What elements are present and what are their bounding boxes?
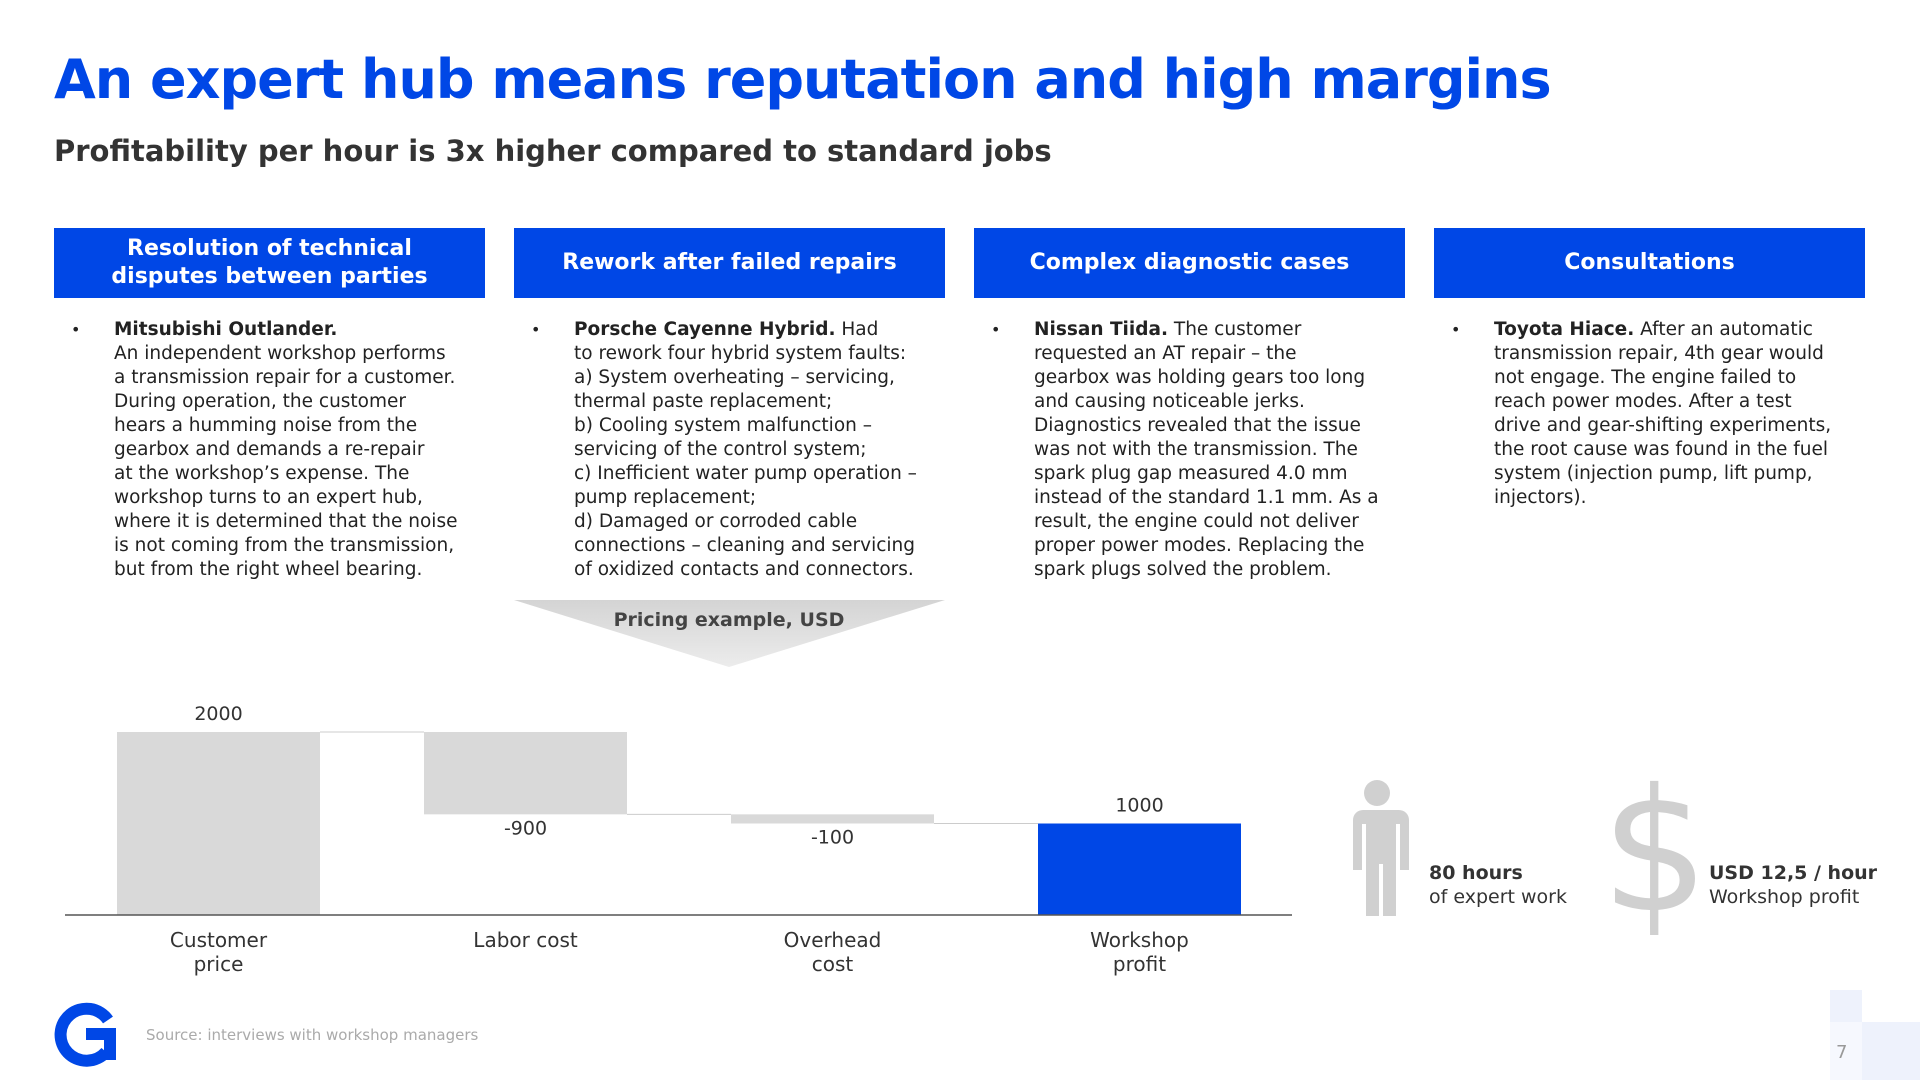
text-line: thermal paste replacement; bbox=[574, 391, 833, 412]
text-line: An independent workshop performs bbox=[114, 343, 446, 364]
column-header: Consultations bbox=[1434, 228, 1865, 298]
column-header: Complex diagnostic cases bbox=[974, 228, 1405, 298]
text-line: injectors). bbox=[1494, 487, 1587, 508]
text-line: drive and gear-shifting experiments, bbox=[1494, 415, 1832, 436]
logo bbox=[54, 1002, 116, 1067]
text-line: gearbox and demands a re-repair bbox=[114, 439, 425, 460]
text-line: a) System overheating – servicing, bbox=[574, 367, 895, 388]
column-body: Nissan Tiida. The customer requested an A… bbox=[1034, 318, 1379, 582]
case-name: Nissan Tiida. bbox=[1034, 319, 1168, 340]
text-line: the root cause was found in the fuel bbox=[1494, 439, 1828, 460]
deco-square bbox=[1862, 1022, 1920, 1080]
text-line: to rework four hybrid system faults: bbox=[574, 343, 907, 364]
bullet: • bbox=[531, 320, 541, 339]
text-line: workshop turns to an expert hub, bbox=[114, 487, 423, 508]
text-line: at the workshop’s expense. The bbox=[114, 463, 410, 484]
case-name: Porsche Cayenne Hybrid. bbox=[574, 319, 836, 340]
stat-value: USD 12,5 / hour bbox=[1709, 862, 1878, 884]
bar bbox=[424, 732, 627, 815]
stat-value: 80 hours bbox=[1429, 862, 1523, 884]
case-name: Toyota Hiace. bbox=[1494, 319, 1635, 340]
page-number: 7 bbox=[1836, 1042, 1848, 1063]
value-label: 2000 bbox=[194, 703, 242, 725]
text-line: instead of the standard 1.1 mm. As a bbox=[1034, 487, 1379, 508]
bar bbox=[1038, 823, 1241, 915]
subtitle: Profitability per hour is 3x higher comp… bbox=[54, 134, 1052, 168]
text-line: where it is determined that the noise bbox=[114, 511, 458, 532]
person-icon bbox=[1353, 780, 1409, 916]
text-line: transmission repair, 4th gear would bbox=[1494, 343, 1824, 364]
deco-square bbox=[1830, 1022, 1862, 1080]
text-line: spark plugs solved the problem. bbox=[1034, 559, 1332, 580]
text-line: a transmission repair for a customer. bbox=[114, 367, 456, 388]
text-line: was not with the transmission. The bbox=[1034, 439, 1358, 460]
title: An expert hub means reputation and high … bbox=[54, 48, 1552, 111]
text-line: hears a humming noise from the bbox=[114, 415, 418, 436]
column-header: Resolution of technical disputes between… bbox=[54, 228, 485, 298]
pricing-label: Pricing example, USD bbox=[614, 609, 845, 631]
dollar-icon: $ bbox=[1601, 753, 1709, 951]
text-line: servicing of the control system; bbox=[574, 439, 867, 460]
bar bbox=[731, 814, 934, 824]
text-line: reach power modes. After a test bbox=[1494, 391, 1792, 412]
text-line: c) Inefficient water pump operation – bbox=[574, 463, 917, 484]
value-label: -900 bbox=[504, 817, 547, 839]
text-line: proper power modes. Replacing the bbox=[1034, 535, 1365, 556]
text-line: spark plug gap measured 4.0 mm bbox=[1034, 463, 1348, 484]
pricing-arrow bbox=[514, 600, 945, 667]
stat-label: Workshop profit bbox=[1709, 886, 1860, 908]
deco-square bbox=[1830, 990, 1862, 1022]
stat-label: of expert work bbox=[1429, 886, 1567, 908]
text-line: b) Cooling system malfunction – bbox=[574, 415, 872, 436]
column-header: Rework after failed repairs bbox=[514, 228, 945, 298]
column-body: Mitsubishi Outlander. An independent work… bbox=[114, 318, 457, 582]
x-tick-label: Overhead cost bbox=[783, 928, 882, 976]
text-line: result, the engine could not deliver bbox=[1034, 511, 1359, 532]
text-line: and causing noticeable jerks. bbox=[1034, 391, 1305, 412]
x-tick-label: Workshop profit bbox=[1090, 928, 1189, 976]
text-line: requested an AT repair – the bbox=[1034, 343, 1297, 364]
text-line: Diagnostics revealed that the issue bbox=[1034, 415, 1361, 436]
value-label: 1000 bbox=[1115, 795, 1163, 817]
text-line: pump replacement; bbox=[574, 487, 757, 508]
value-label: -100 bbox=[811, 827, 854, 849]
text-line: Had bbox=[841, 319, 879, 340]
text-line: not engage. The engine failed to bbox=[1494, 367, 1797, 388]
text-line: but from the right wheel bearing. bbox=[114, 559, 423, 580]
column-body: Porsche Cayenne Hybrid. Had to rework fou… bbox=[574, 318, 917, 582]
text-line: After an automatic bbox=[1640, 319, 1813, 340]
x-tick-label: Customer price bbox=[169, 928, 268, 976]
bullet: • bbox=[1451, 320, 1461, 339]
x-tick-label: Labor cost bbox=[473, 928, 578, 952]
case-name: Mitsubishi Outlander. bbox=[114, 319, 338, 340]
source: Source: interviews with workshop manager… bbox=[146, 1026, 479, 1044]
text-line: is not coming from the transmission, bbox=[114, 535, 455, 556]
text-line: of oxidized contacts and connectors. bbox=[574, 559, 914, 580]
text-line: During operation, the customer bbox=[114, 391, 407, 412]
bar bbox=[117, 732, 320, 915]
text-line: The customer bbox=[1173, 319, 1302, 340]
column-body: Toyota Hiace. After an automatic transmis… bbox=[1494, 318, 1831, 510]
bullet: • bbox=[991, 320, 1001, 339]
text-line: connections – cleaning and servicing bbox=[574, 535, 916, 556]
bullet: • bbox=[71, 320, 81, 339]
text-line: gearbox was holding gears too long bbox=[1034, 367, 1366, 388]
text-line: d) Damaged or corroded cable bbox=[574, 511, 858, 532]
text-line: system (injection pump, lift pump, bbox=[1494, 463, 1813, 484]
